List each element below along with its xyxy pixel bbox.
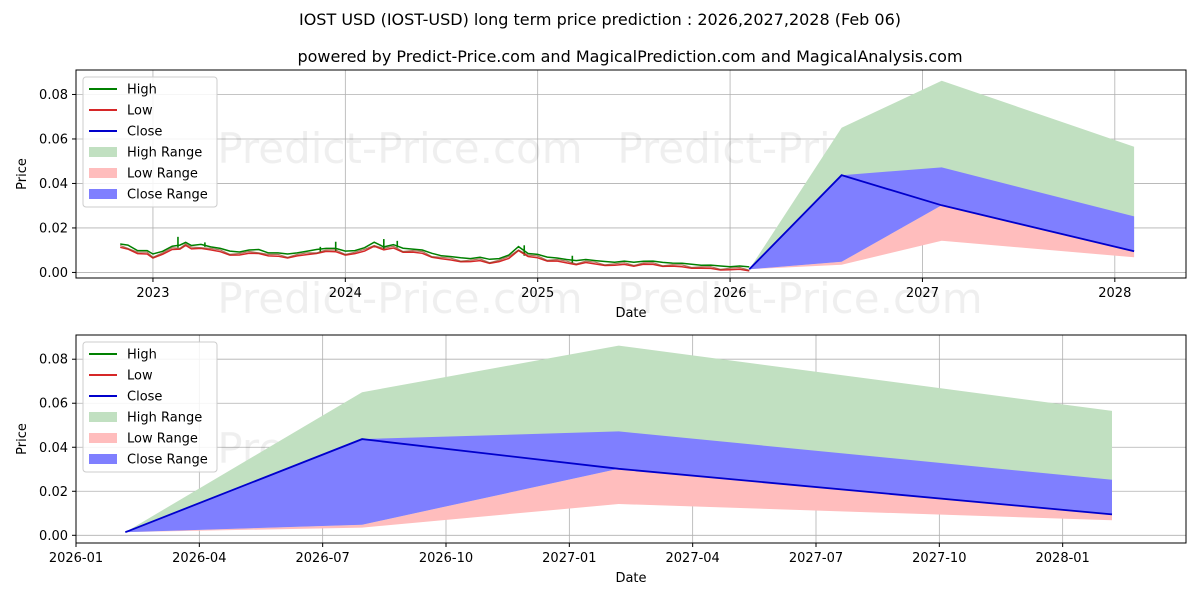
x-tick-label: 2027-01 bbox=[542, 551, 596, 566]
y-tick-label: 0.08 bbox=[39, 353, 68, 368]
x-tick-label: 2024 bbox=[329, 286, 362, 301]
y-tick-label: 0.00 bbox=[39, 529, 68, 544]
legend-label-high: High bbox=[127, 348, 157, 363]
legend-label-close-range: Close Range bbox=[127, 453, 208, 468]
y-tick-label: 0.06 bbox=[39, 397, 68, 412]
y-axis-label: Price bbox=[15, 423, 30, 455]
legend-label-low: Low bbox=[127, 104, 153, 119]
legend-label-close: Close bbox=[127, 125, 162, 140]
history-close-line bbox=[119, 243, 750, 271]
low-range-band bbox=[749, 205, 1135, 270]
axes-frame bbox=[75, 69, 1187, 279]
x-tick-label: 2026-10 bbox=[419, 551, 473, 566]
legend-label-low: Low bbox=[127, 369, 153, 384]
legend-swatch-high-range bbox=[89, 412, 117, 422]
legend-label-close: Close bbox=[127, 390, 162, 405]
history-high-line bbox=[120, 241, 750, 268]
watermark-text: Predict-Price.com bbox=[217, 124, 582, 173]
close-range-band bbox=[125, 431, 1113, 533]
x-tick-label: 2027-07 bbox=[789, 551, 843, 566]
axes-frame bbox=[75, 334, 1187, 544]
legend: High Low Close High Range Low Range Close Ran… bbox=[82, 76, 218, 208]
low-range-band bbox=[125, 468, 1113, 533]
chart-subtitle: powered by Predict-Price.com and Magical… bbox=[297, 47, 962, 66]
x-tick-label: 2025 bbox=[521, 286, 554, 301]
forecast-close-line bbox=[124, 438, 1113, 534]
legend-label-high: High bbox=[127, 83, 157, 98]
history-low-line bbox=[120, 244, 750, 272]
top-panel-long-term: Predict-Price.com Predict-Price.com Predic… bbox=[15, 69, 1187, 323]
watermark-text: Predict-Price.com bbox=[617, 274, 982, 323]
legend-label-high-range: High Range bbox=[127, 411, 202, 426]
x-tick-label: 2027-04 bbox=[666, 551, 720, 566]
x-axis-label: Date bbox=[615, 306, 646, 321]
y-tick-label: 0.04 bbox=[39, 441, 68, 456]
close-range-band bbox=[749, 167, 1135, 270]
watermark-text: Predict-Price.com bbox=[217, 274, 582, 323]
legend-swatch-close-range bbox=[89, 189, 117, 199]
x-tick-label: 2028-01 bbox=[1036, 551, 1090, 566]
x-tick-label: 2028 bbox=[1098, 286, 1131, 301]
x-tick-label: 2026-01 bbox=[49, 551, 103, 566]
x-tick-label: 2026 bbox=[714, 286, 747, 301]
x-tick-label: 2026-07 bbox=[296, 551, 350, 566]
legend-label-low-range: Low Range bbox=[127, 432, 198, 447]
x-tick-label: 2026-04 bbox=[172, 551, 226, 566]
legend-swatch-high-range bbox=[89, 147, 117, 157]
legend-label-close-range: Close Range bbox=[127, 188, 208, 203]
forecast-close-line bbox=[748, 174, 1135, 270]
legend-swatch-low-range bbox=[89, 168, 117, 178]
chart-title: IOST USD (IOST-USD) long term price pred… bbox=[299, 10, 901, 29]
bottom-panel-forecast-zoom: Predict-Price.comPredict-Price.com2026-0… bbox=[15, 334, 1187, 586]
y-axis-label: Price bbox=[15, 158, 30, 190]
legend-label-high-range: High Range bbox=[127, 146, 202, 161]
x-tick-label: 2027 bbox=[906, 286, 939, 301]
y-tick-label: 0.04 bbox=[39, 177, 68, 192]
legend-swatch-close-range bbox=[89, 454, 117, 464]
y-tick-label: 0.08 bbox=[39, 88, 68, 103]
x-tick-label: 2027-10 bbox=[912, 551, 966, 566]
y-tick-label: 0.06 bbox=[39, 132, 68, 147]
x-axis-label: Date bbox=[615, 571, 646, 586]
legend: High Low Close High Range Low Range Close Ran… bbox=[82, 341, 218, 473]
legend-label-low-range: Low Range bbox=[127, 167, 198, 182]
y-tick-label: 0.00 bbox=[39, 266, 68, 281]
y-tick-label: 0.02 bbox=[39, 485, 68, 500]
x-tick-label: 2023 bbox=[136, 286, 169, 301]
y-tick-label: 0.02 bbox=[39, 221, 68, 236]
legend-swatch-low-range bbox=[89, 433, 117, 443]
